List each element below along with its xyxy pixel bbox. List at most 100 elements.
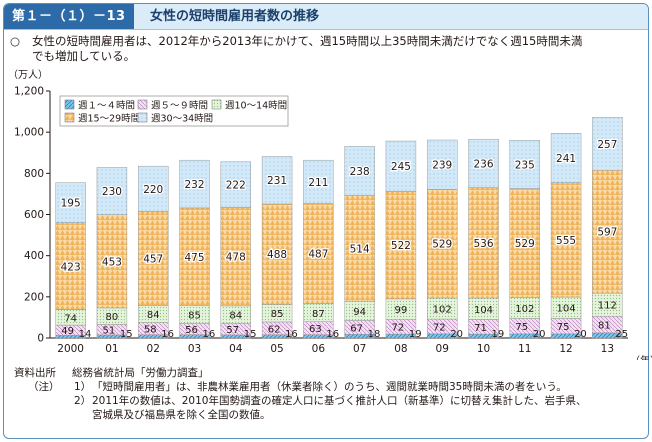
legend-label: 週15～29時間 — [78, 113, 140, 125]
data-label: 457 — [143, 253, 163, 265]
y-unit-label: （万人） — [8, 69, 48, 81]
data-label: 231 — [267, 175, 287, 187]
note-2-text: 2011年の数値は、2010年国勢調査の確定人口に基づく推計人口（新基準）に切替… — [92, 395, 587, 407]
bar-segment — [468, 187, 499, 299]
data-label: 25 — [615, 329, 628, 340]
data-label: 57 — [226, 325, 239, 336]
x-tick-label: 01 — [105, 343, 118, 355]
data-label: 555 — [556, 235, 576, 247]
y-tick-label: 600 — [24, 209, 44, 221]
x-tick-label: 06 — [312, 343, 326, 355]
data-label: 51 — [103, 326, 116, 337]
data-label: 72 — [392, 323, 405, 334]
y-tick-label: 1,200 — [14, 86, 44, 98]
x-tick-label: 02 — [147, 343, 160, 355]
data-label: 230 — [102, 186, 122, 198]
legend-swatch — [137, 112, 148, 123]
bar-segment — [344, 195, 375, 302]
data-label: 75 — [515, 322, 528, 333]
note-3-text: 宮城県及び福島県を除く全国の数値。 — [92, 409, 271, 421]
bar-segment — [55, 222, 86, 311]
bar-segment — [344, 146, 375, 196]
data-label: 104 — [474, 305, 493, 316]
bar-segment — [550, 182, 582, 298]
data-label: 67 — [350, 323, 363, 334]
legend-label: 週５～９時間 — [151, 100, 208, 112]
bar-segment — [509, 139, 540, 189]
data-label: 16 — [203, 329, 216, 340]
data-label: 245 — [391, 161, 411, 173]
data-label: 16 — [326, 329, 339, 340]
data-label: 94 — [353, 307, 366, 318]
x-tick-label: 05 — [270, 343, 283, 355]
x-tick-label: 13 — [601, 343, 614, 355]
data-label: 20 — [574, 329, 587, 340]
data-label: 104 — [557, 304, 576, 315]
data-label: 475 — [184, 252, 204, 264]
x-tick-label: 04 — [229, 343, 243, 355]
legend-swatch — [137, 99, 148, 110]
data-label: 478 — [226, 252, 246, 264]
x-tick-label: 03 — [188, 343, 201, 355]
bar-segment — [468, 138, 499, 188]
summary-line-1: 女性の短時間雇用者は、2012年から2013年にかけて、週15時間以上35時間未… — [32, 34, 583, 48]
data-label: 102 — [515, 304, 534, 315]
bar-segment — [509, 188, 540, 298]
source-key: 資料出所 — [14, 367, 56, 379]
data-label: 56 — [185, 325, 198, 336]
data-label: 522 — [391, 240, 411, 252]
x-tick-label: 12 — [559, 343, 572, 355]
data-label: 15 — [120, 329, 133, 340]
data-label: 597 — [597, 227, 617, 239]
data-label: 241 — [556, 153, 576, 165]
data-label: 80 — [106, 312, 119, 323]
data-label: 75 — [557, 322, 570, 333]
bar-segment — [220, 161, 251, 208]
x-tick-label: 2000 — [57, 343, 84, 355]
note-1-number: 1） — [74, 381, 92, 393]
data-label: 81 — [598, 321, 611, 332]
data-label: 222 — [226, 180, 246, 192]
source-value: 総務省統計局「労働力調査」 — [72, 367, 209, 379]
summary-line-2: でも増加している。 — [32, 49, 136, 63]
data-label: 18 — [368, 329, 381, 340]
y-tick-label: 1,000 — [14, 127, 44, 139]
data-label: 99 — [395, 305, 408, 316]
legend-label: 週１～４時間 — [78, 100, 135, 112]
data-label: 62 — [268, 324, 281, 335]
data-label: 488 — [267, 249, 287, 261]
figure-number: 第１－（１）－13図 — [4, 4, 134, 49]
bar-segment — [96, 214, 128, 309]
data-label: 16 — [285, 329, 298, 340]
legend-label: 週30～34時間 — [151, 113, 213, 125]
data-label: 257 — [597, 139, 617, 151]
data-label: 112 — [598, 301, 617, 312]
data-label: 71 — [474, 323, 487, 334]
data-label: 487 — [308, 249, 328, 261]
data-label: 84 — [229, 311, 242, 322]
bar-segment — [385, 191, 417, 300]
data-label: 529 — [432, 239, 452, 251]
x-tick-label: 08 — [394, 343, 407, 355]
data-label: 232 — [184, 179, 204, 191]
legend-swatch — [64, 99, 75, 110]
y-tick-label: 0 — [37, 333, 44, 345]
data-label: 15 — [244, 329, 257, 340]
data-label: 514 — [350, 243, 370, 255]
data-label: 49 — [61, 326, 74, 337]
data-label: 20 — [533, 329, 546, 340]
data-label: 239 — [432, 160, 452, 172]
figure-title: 女性の短時間雇用者数の推移 — [150, 9, 320, 24]
y-tick-label: 800 — [24, 168, 44, 180]
data-label: 20 — [450, 329, 463, 340]
x-unit-label: （年） — [630, 354, 652, 360]
data-label: 529 — [515, 238, 535, 250]
legend-swatch — [64, 112, 75, 123]
data-label: 536 — [473, 238, 493, 250]
x-tick-label: 11 — [518, 343, 531, 355]
y-tick-label: 200 — [24, 291, 44, 303]
data-label: 19 — [492, 329, 505, 340]
data-label: 85 — [188, 310, 201, 321]
data-label: 423 — [61, 261, 81, 273]
bar-segment — [303, 159, 334, 204]
